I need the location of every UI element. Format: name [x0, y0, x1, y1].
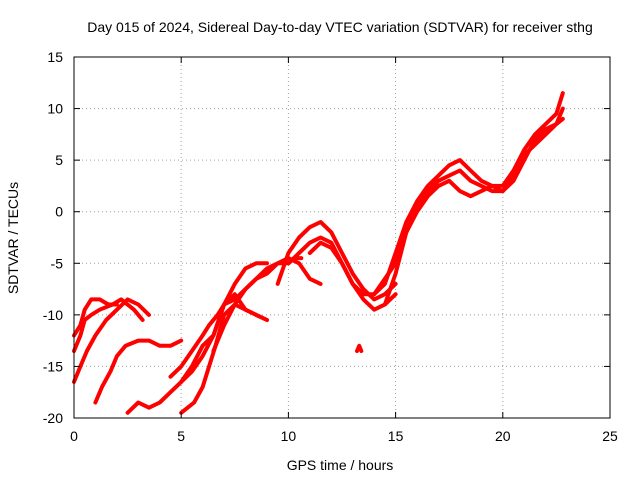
y-tick-label: -15 [43, 358, 63, 374]
series-line-track-d [93, 338, 184, 405]
y-tick-label: 5 [55, 152, 63, 168]
x-tick-label: 25 [602, 428, 618, 444]
y-tick-label: -5 [51, 255, 64, 271]
series-line-track-a [72, 297, 151, 384]
x-tick-label: 20 [495, 428, 511, 444]
y-axis-label: SDTVAR / TECUs [5, 182, 21, 294]
y-tick-label: 15 [47, 49, 63, 65]
y-tick-label: -10 [43, 307, 63, 323]
x-tick-label: 0 [70, 428, 78, 444]
series-line-track-j [275, 220, 398, 302]
series-line-track-l [307, 240, 398, 297]
series-line-track-e [125, 261, 269, 415]
series-group [72, 91, 565, 415]
series-line-track-p [355, 343, 364, 353]
y-tick-label: 0 [55, 204, 63, 220]
series-line-track-h [179, 292, 269, 384]
chart-title: Day 015 of 2024, Sidereal Day-to-day VTE… [87, 19, 593, 35]
y-tick-label: 10 [47, 101, 63, 117]
series-line-track-o [393, 106, 565, 266]
x-axis-label: GPS time / hours [287, 457, 394, 473]
y-tick-labels: -20 -15 -10 -5 0 5 10 15 [43, 49, 63, 426]
series-line-track-b [72, 297, 145, 353]
x-tick-label: 10 [281, 428, 297, 444]
series-line-track-c [72, 297, 119, 338]
tick-marks [73, 56, 611, 419]
series-line-track-i [211, 256, 323, 353]
x-tick-labels: 0 5 10 15 20 25 [70, 428, 618, 444]
y-tick-label: -20 [43, 410, 63, 426]
series-line-track-m [372, 91, 565, 297]
x-tick-label: 15 [388, 428, 404, 444]
plot-frame [73, 56, 611, 419]
x-tick-label: 5 [177, 428, 185, 444]
